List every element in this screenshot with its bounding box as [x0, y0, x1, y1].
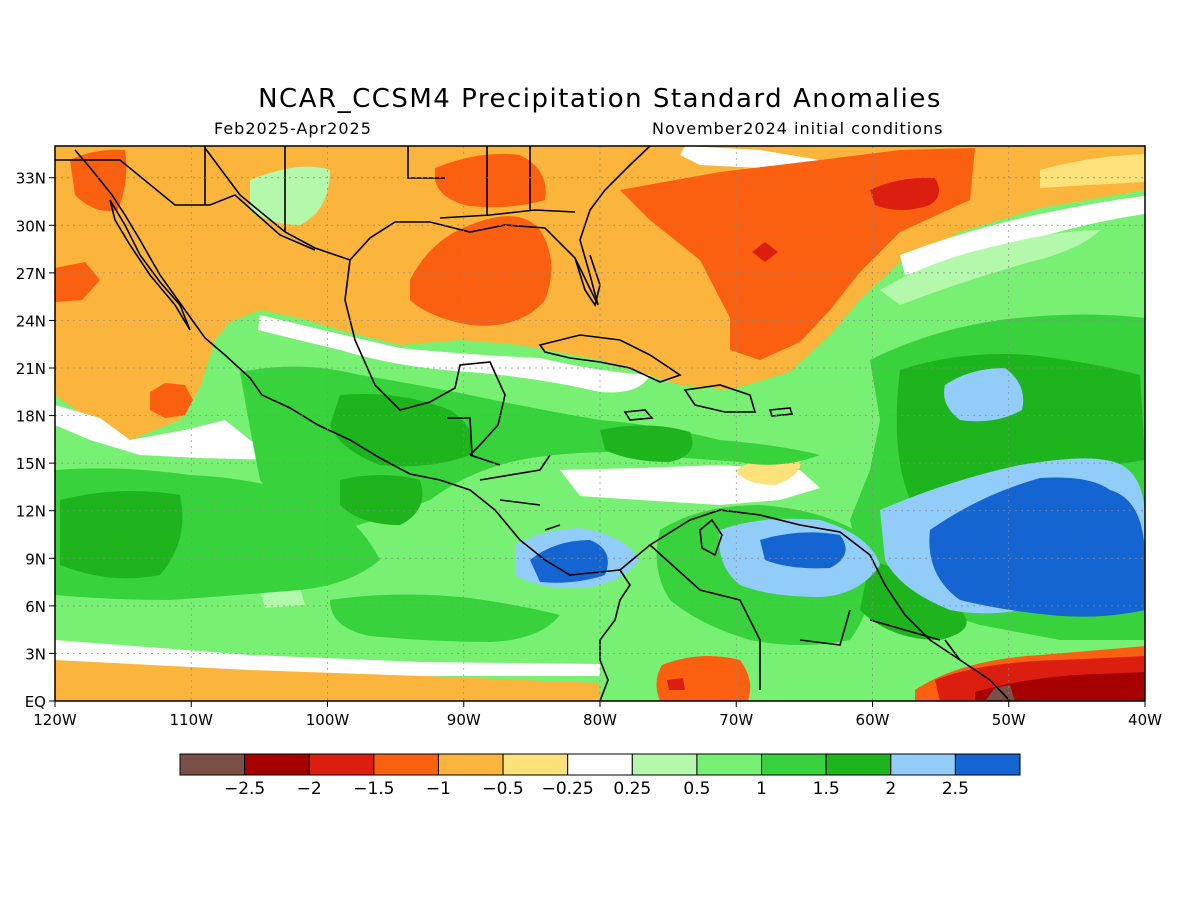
colorbar-swatch: [954, 753, 1021, 776]
lat-tick-label: 12N: [16, 503, 46, 521]
coastline-lake-maracaibo: [699, 518, 723, 557]
colorbar-label: 0.5: [683, 779, 710, 799]
colorbar-swatch: [631, 753, 698, 776]
wet-light-atlantic: [880, 230, 1100, 305]
extreme-wet-atlantic: [929, 477, 1145, 617]
colorbar-label: 1.5: [813, 779, 840, 799]
colorbar: −2.5 −2 −1.5 −1 −0.5 −0.25 0.25 0.5 1 1.5 2 2.5: [179, 753, 1021, 799]
dry-southeast-us: [435, 153, 546, 208]
colorbar-label: −2: [297, 779, 322, 799]
wet-light-texas: [250, 166, 330, 225]
very-dry-north-atlantic: [870, 177, 939, 210]
initial-conditions: November2024 initial conditions: [652, 119, 944, 138]
colorbar-swatch: [244, 753, 310, 776]
slightly-dry-north: [1040, 154, 1145, 188]
border-south-america: [649, 544, 961, 690]
colorbar-label: 2.5: [942, 779, 969, 799]
colorbar-swatch: [308, 753, 375, 776]
border-us-mexico: [55, 159, 316, 251]
wet-strong-south-america: [860, 560, 967, 640]
coastline-baja: [109, 199, 191, 331]
very-dry-colombia-spot: [667, 678, 685, 690]
lat-tick-label: EQ: [25, 693, 46, 711]
coastline-south-america: [619, 509, 1011, 701]
lat-tick-label: 33N: [16, 170, 46, 188]
coastline-florida: [574, 254, 601, 307]
lat-tick-label: 21N: [16, 360, 46, 378]
neutral-gulf-streak: [258, 315, 650, 393]
colorbar-swatch: [437, 753, 504, 776]
lon-tick-label: 120W: [33, 711, 77, 729]
dry-pacific-spot: [150, 383, 193, 418]
dry-gulf-coast: [410, 216, 552, 326]
forecast-period: Feb2025-Apr2025: [214, 119, 372, 138]
coastline-jamaica: [623, 409, 654, 421]
lat-tick-label: 18N: [16, 408, 46, 426]
map-axes: EQ 3N 6N 9N 12N 15N 18N 21N 24N 27N 30N 33N 120W 110W…: [16, 170, 1162, 729]
coastline-cuba: [538, 334, 682, 383]
wet-strong-pacific-mid: [340, 475, 423, 525]
colorbar-label: −0.5: [482, 779, 523, 799]
border-us-states: [204, 146, 576, 232]
dry-west-pacific: [55, 262, 100, 302]
coastline-hispaniola: [683, 384, 757, 413]
colorbar-swatch: [761, 753, 827, 776]
wet-strong-pacific-west: [60, 491, 183, 579]
wet-strong-yucatan: [330, 394, 473, 467]
neutral-equator-streak: [55, 640, 600, 676]
lat-tick-label: 30N: [16, 217, 46, 235]
extreme-dry-brazil: [975, 672, 1145, 701]
lon-tick-label: 50W: [992, 711, 1026, 729]
colorbar-swatch: [890, 753, 956, 776]
figure-title: NCAR_CCSM4 Precipitation Standard Anomal…: [258, 84, 942, 114]
wet-strong-caribbean: [600, 425, 693, 462]
lon-tick-label: 100W: [306, 711, 350, 729]
lat-tick-label: 9N: [25, 550, 46, 568]
colorbar-label: −1.5: [353, 779, 394, 799]
extreme-dry-coast: [985, 685, 1015, 701]
wet-light-pacific: [260, 588, 305, 608]
colorbar-swatch: [696, 753, 763, 776]
colorbar-label: −2.5: [224, 779, 265, 799]
colorbar-label: 0.25: [613, 779, 651, 799]
colorbar-swatch: [567, 753, 633, 776]
neutral-west-pacific: [55, 405, 280, 460]
colorbar-label: −1: [426, 779, 451, 799]
colorbar-swatch: [825, 753, 892, 776]
lon-tick-label: 80W: [583, 711, 617, 729]
lon-tick-label: 60W: [856, 711, 890, 729]
lon-tick-label: 40W: [1128, 711, 1162, 729]
lon-tick-label: 70W: [719, 711, 753, 729]
wet-equatorial-band: [330, 594, 560, 642]
lon-tick-label: 110W: [170, 711, 214, 729]
lat-tick-label: 15N: [16, 455, 46, 473]
colorbar-label: 1: [756, 779, 767, 799]
neutral-north-streak: [680, 146, 820, 168]
extreme-wet-caribbean: [760, 532, 846, 569]
coastline-mexico-gulf: [344, 259, 506, 456]
lon-tick-label: 90W: [447, 711, 481, 729]
coastline-mexico-west: [74, 149, 631, 701]
lat-tick-label: 27N: [16, 265, 46, 283]
lat-tick-label: 3N: [25, 645, 46, 663]
lat-tick-label: 6N: [25, 598, 46, 616]
colorbar-swatch: [373, 753, 439, 776]
colorbar-label: −0.25: [542, 779, 594, 799]
very-wet-atlantic-north: [944, 368, 1024, 422]
extreme-wet-panama: [530, 540, 608, 583]
graticule: [55, 146, 1145, 701]
border-central-america: [447, 417, 561, 531]
coastline-puerto-rico: [768, 407, 794, 417]
colorbar-swatch: [502, 753, 569, 776]
very-dry-atlantic-spot: [752, 242, 778, 262]
lat-tick-label: 24N: [16, 312, 46, 330]
colorbar-swatch: [179, 753, 246, 776]
colorbar-label: 2: [885, 779, 896, 799]
